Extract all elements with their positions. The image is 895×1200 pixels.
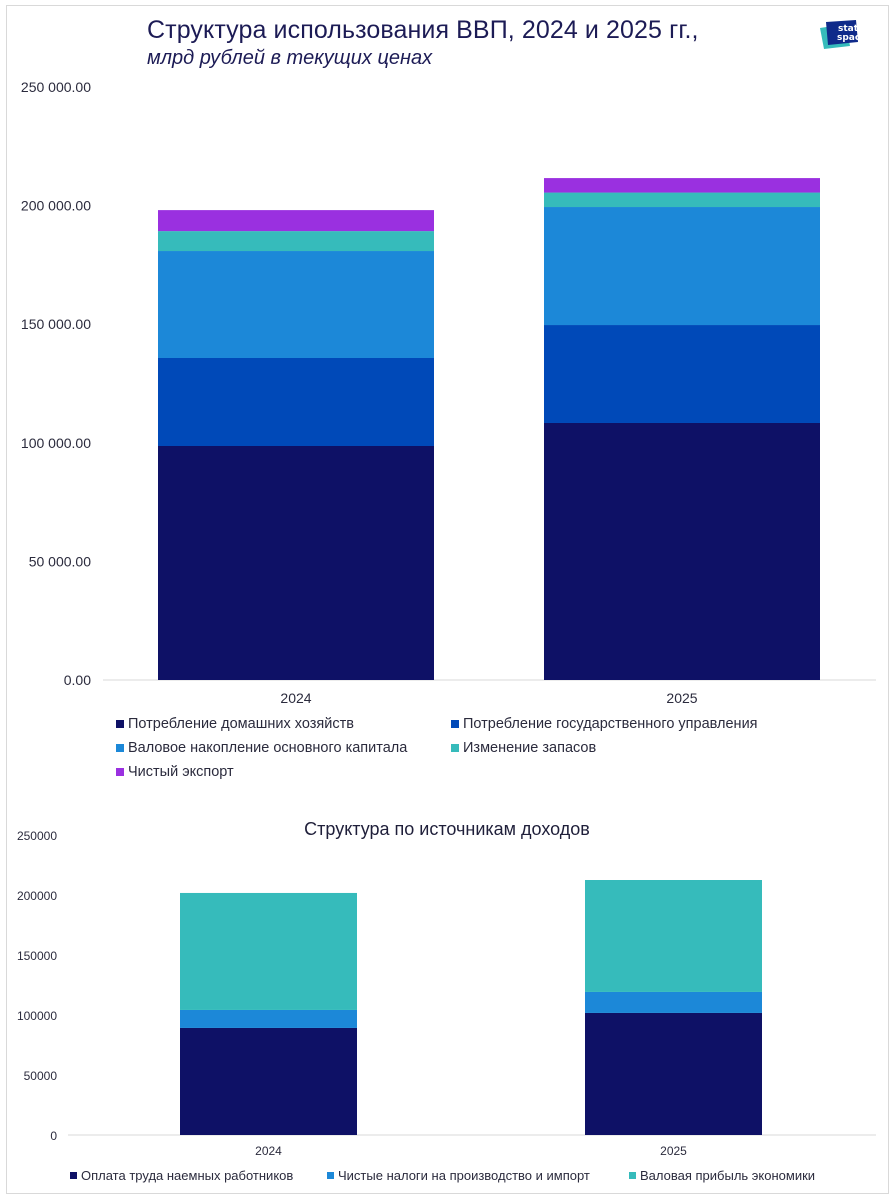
legend-item: Оплата труда наемных работников — [70, 1168, 293, 1183]
logo-text-2: space — [837, 33, 866, 43]
legend-item: Изменение запасов — [451, 740, 596, 756]
legend-item: Чистый экспорт — [116, 764, 234, 780]
legend-item: Потребление домашних хозяйств — [116, 716, 354, 732]
bar-segment-2024-series-3 — [158, 231, 434, 252]
legend-label: Потребление домашних хозяйств — [128, 716, 354, 732]
legend-label: Валовая прибыль экономики — [640, 1168, 816, 1183]
chart-subtitle: млрд рублей в текущих ценах — [147, 47, 433, 69]
bar-segment-2025-series-4 — [544, 178, 820, 193]
bar-segment-2024-series-2 — [158, 251, 434, 359]
legend-label: Чистый экспорт — [128, 764, 234, 780]
legend-swatch-icon — [116, 720, 124, 728]
legend-label: Чистые налоги на производство и импорт — [338, 1168, 590, 1183]
bar-segment-2025-series-0 — [544, 422, 820, 680]
gdp-use-chart: 0.00 50 000.00 100 000.00 150 000.00 200 000… — [21, 79, 876, 706]
legend-label: Изменение запасов — [463, 740, 597, 756]
y-tick-label: 200 000.00 — [21, 198, 91, 214]
y-tick-label: 0.00 — [64, 672, 91, 688]
bar-segment-2025-series-3 — [544, 192, 820, 208]
bar-segment-2024-series-1 — [158, 358, 434, 447]
bar-segment-2025-series-2 — [544, 207, 820, 326]
y-tick-label: 100 000.00 — [21, 435, 91, 451]
legend-item: Чистые налоги на производство и импорт — [327, 1168, 590, 1183]
legend-swatch-icon — [116, 744, 124, 752]
legend-swatch-icon — [451, 744, 459, 752]
logo-text-1: stat — [838, 24, 859, 34]
bar-segment-2024-series-0 — [158, 446, 434, 680]
legend-label: Валовое накопление основного капитала — [128, 740, 408, 756]
legend-item: Валовая прибыль экономики — [629, 1168, 815, 1183]
legend-label: Оплата труда наемных работников — [81, 1168, 294, 1183]
legend-swatch-icon — [629, 1172, 636, 1179]
chart-title: Структура использования ВВП, 2024 и 2025… — [147, 16, 699, 44]
y-tick-label: 250 000.00 — [21, 79, 91, 95]
legend-label: Потребление государственного управления — [463, 716, 758, 732]
legend-swatch-icon — [116, 768, 124, 776]
y-tick-label: 150 000.00 — [21, 316, 91, 332]
legend-item: Потребление государственного управления — [451, 716, 758, 732]
bar-segment-2025-series-1 — [544, 325, 820, 423]
x-tick-label: 2025 — [666, 690, 697, 706]
legend-swatch-icon — [451, 720, 459, 728]
legend-swatch-icon — [70, 1172, 77, 1179]
y-tick-label: 50 000.00 — [29, 553, 91, 569]
statspace-logo-icon: stat space — [820, 20, 866, 49]
logo-front-shape — [826, 20, 858, 45]
legend-item: Валовое накопление основного капитала — [116, 740, 407, 756]
x-tick-label: 2024 — [280, 690, 311, 706]
bar-segment-2024-series-4 — [158, 210, 434, 232]
legend-swatch-icon — [327, 1172, 334, 1179]
